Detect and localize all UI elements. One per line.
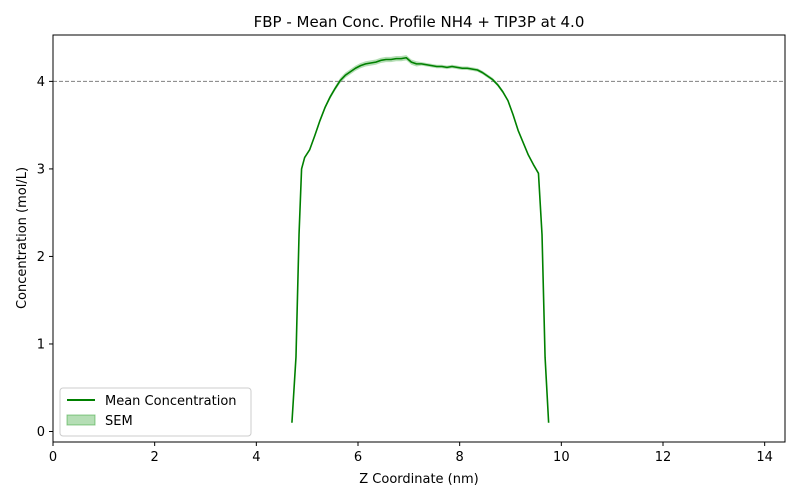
plot-background: [53, 35, 785, 442]
y-axis-label: Concentration (mol/L): [15, 167, 30, 309]
y-axis-ticks: 0 1 2 3 4: [37, 75, 53, 440]
x-tick-label: 10: [553, 450, 570, 465]
y-tick-label: 4: [37, 75, 45, 90]
x-tick-label: 8: [456, 450, 464, 465]
mean-line-layer: [291, 56, 550, 423]
y-tick-label: 1: [37, 337, 45, 352]
y-tick-label: 2: [37, 250, 45, 265]
chart-title: FBP - Mean Conc. Profile NH4 + TIP3P at …: [254, 13, 585, 31]
legend-box: [59, 387, 252, 437]
x-tick-label: 4: [252, 450, 260, 465]
x-tick-label: 2: [151, 450, 159, 465]
y-tick-label: 3: [37, 162, 45, 177]
x-tick-label: 12: [655, 450, 672, 465]
x-tick-label: 6: [354, 450, 362, 465]
plot-area: [52, 34, 786, 443]
y-tick-label: 0: [37, 425, 45, 440]
x-tick-label: 0: [49, 450, 57, 465]
x-axis-label: Z Coordinate (nm): [359, 472, 478, 487]
plot-frame: [52, 34, 786, 443]
legend: Mean Concentration SEM: [59, 387, 252, 437]
legend-label-mean: Mean Concentration: [105, 394, 237, 409]
legend-label-sem: SEM: [105, 414, 133, 429]
x-axis-ticks: 0 2 4 6 8 10 12 14: [49, 442, 773, 465]
legend-band-swatch: [66, 414, 96, 426]
x-tick-label: 14: [756, 450, 773, 465]
mean-concentration-line: [291, 56, 550, 423]
